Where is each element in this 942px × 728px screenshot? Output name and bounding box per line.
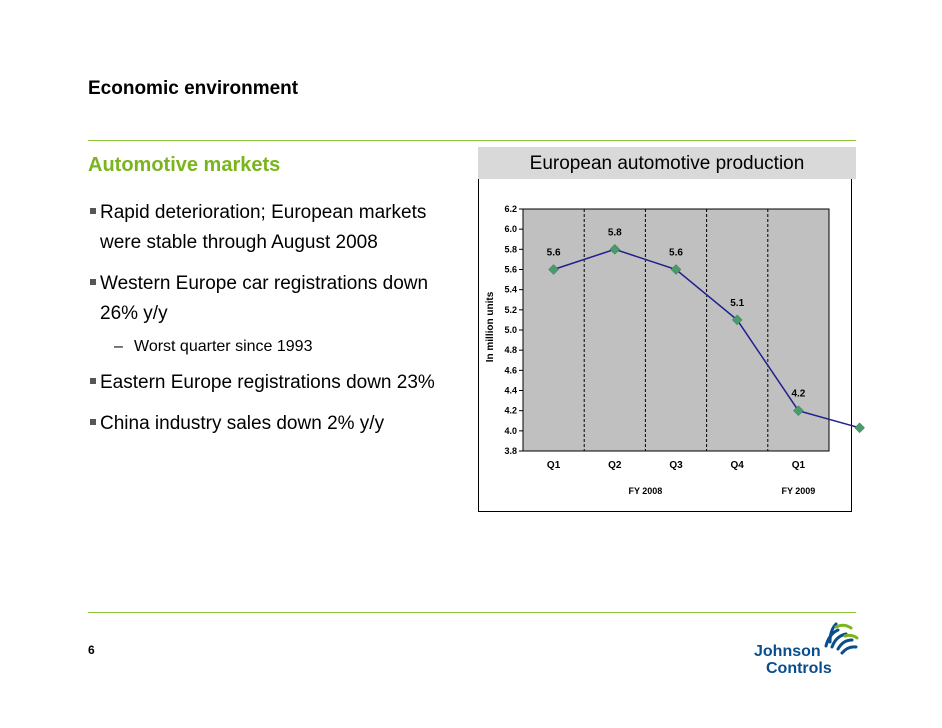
y-tick-label: 6.2 — [504, 204, 517, 214]
x-group-label: FY 2009 — [781, 486, 815, 496]
data-label: 4.2 — [791, 389, 805, 400]
chart-plot: 6.2 6.0 5.8 5.6 5.4 5.2 5.0 4.8 4.6 4.4 4.2 4.0 3.8 I… — [485, 204, 865, 496]
x-category-label: Q2 — [608, 460, 622, 471]
data-label: 5.1 — [730, 298, 744, 309]
bottom-divider — [88, 612, 856, 613]
data-point — [854, 422, 865, 434]
sub-bullet-item: – Worst quarter since 1993 — [88, 336, 468, 358]
chart-title: European automotive production — [478, 147, 856, 179]
y-tick-label: 5.6 — [504, 265, 517, 275]
bullet-text: Eastern Europe registrations down 23% — [100, 372, 435, 393]
y-tick-label: 4.8 — [504, 345, 517, 355]
section-title: Automotive markets — [88, 154, 281, 176]
bullet-list: Rapid deterioration; European markets we… — [88, 198, 468, 450]
y-tick-label: 4.2 — [504, 406, 517, 416]
johnson-controls-logo: Johnson Controls — [752, 622, 862, 683]
data-point — [548, 264, 559, 275]
johnson-controls-logo-icon: Johnson Controls — [754, 622, 859, 677]
x-category-label: Q3 — [669, 460, 683, 471]
bullet-square-icon — [90, 279, 96, 285]
y-axis-label: In million units — [485, 291, 496, 362]
plot-area — [522, 208, 830, 452]
data-label: 5.6 — [669, 248, 683, 259]
y-tick-label: 5.4 — [504, 285, 517, 295]
y-tick-label: 4.0 — [504, 426, 517, 436]
x-category-label: Q1 — [547, 460, 561, 471]
sub-bullet-text: Worst quarter since 1993 — [134, 338, 313, 355]
bullet-item: China industry sales down 2% y/y — [88, 409, 468, 439]
x-group-label: FY 2008 — [628, 486, 662, 496]
x-category-label: Q4 — [731, 460, 745, 471]
bullet-text: Western Europe car registrations down 26… — [100, 273, 429, 324]
y-tick-label: 5.2 — [504, 305, 517, 315]
y-tick-label: 5.0 — [504, 325, 517, 335]
bullet-square-icon — [90, 208, 96, 214]
logo-line2: Controls — [766, 660, 832, 677]
slide-title: Economic environment — [88, 78, 299, 99]
y-tick-label: 4.4 — [504, 386, 517, 396]
data-point — [609, 243, 621, 255]
bullet-square-icon — [90, 419, 96, 425]
page-number: 6 — [88, 643, 95, 657]
bullet-text: China industry sales down 2% y/y — [100, 413, 385, 434]
top-divider — [88, 140, 856, 141]
series-line — [553, 248, 860, 429]
data-label: 5.8 — [608, 227, 622, 238]
y-tick-label: 3.8 — [504, 446, 517, 456]
logo-line1: Johnson — [754, 643, 821, 660]
data-label: 5.6 — [547, 248, 561, 259]
chart-frame: 6.2 6.0 5.8 5.6 5.4 5.2 5.0 4.8 4.6 4.4 4.2 4.0 3.8 I… — [478, 179, 865, 512]
bullet-square-icon — [90, 378, 96, 384]
data-point — [731, 314, 743, 326]
bullet-item: Rapid deterioration; European markets we… — [88, 198, 468, 258]
y-tick-label: 4.6 — [504, 365, 517, 375]
bullet-text: Rapid deterioration; European markets we… — [100, 202, 427, 253]
y-tick-label: 5.8 — [504, 244, 517, 254]
x-category-label: Q1 — [792, 460, 806, 471]
data-point — [670, 264, 682, 275]
bullet-item: Western Europe car registrations down 26… — [88, 269, 468, 329]
bullet-item: Eastern Europe registrations down 23% — [88, 368, 468, 398]
data-point — [793, 405, 804, 417]
y-tick-label: 6.0 — [504, 224, 517, 234]
dash-icon: – — [114, 338, 123, 355]
